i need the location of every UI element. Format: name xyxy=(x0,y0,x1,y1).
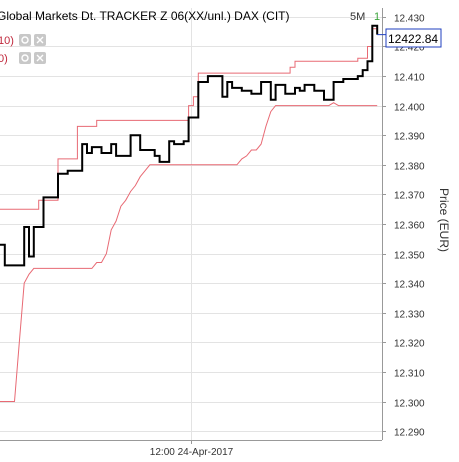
indicator-row-1: 10) xyxy=(0,34,46,47)
y-tick-label: 12.350 xyxy=(394,251,425,262)
y-axis: 12.430 12.420 12.410 12.400 12.390 12.380 12.3… xyxy=(382,8,425,440)
y-tick-label: 12.370 xyxy=(394,191,425,202)
y-tick-label: 12.300 xyxy=(394,399,425,410)
chart-title: Global Markets Dt. TRACKER Z 06(XX/unl.)… xyxy=(0,9,290,23)
y-tick-label: 12.420 xyxy=(394,43,425,54)
timeframe-label[interactable]: 5M xyxy=(350,11,365,23)
settings-icon[interactable] xyxy=(19,34,31,46)
y-tick-label: 12.320 xyxy=(394,339,425,350)
y-tick-label: 12.340 xyxy=(394,280,425,291)
y-tick-label: 12.310 xyxy=(394,369,425,380)
y-tick-label: 12.360 xyxy=(394,221,425,232)
price-series xyxy=(0,24,379,267)
y-tick-label: 12.390 xyxy=(394,132,425,143)
y-tick-label: 12.290 xyxy=(394,428,425,439)
close-icon[interactable] xyxy=(34,34,46,46)
y-tick-label: 12.430 xyxy=(394,14,425,25)
x-axis: 12:00 24-Apr-2017 xyxy=(0,440,382,458)
y-tick-label: 12.330 xyxy=(394,310,425,321)
timeframe-count: 1 xyxy=(374,11,380,23)
last-price-value: 12422.84 xyxy=(388,32,438,46)
last-price-marker: 12422.84 xyxy=(377,28,442,48)
chart-grid xyxy=(0,8,382,440)
indicator-label-1: 10) xyxy=(0,35,14,47)
y-tick-label: 12.400 xyxy=(394,103,425,114)
indicator-row-2: 0) xyxy=(0,52,46,65)
y-axis-label: Price (EUR) xyxy=(437,188,451,252)
close-icon[interactable] xyxy=(34,52,46,64)
indicator-label-2: 0) xyxy=(0,53,8,65)
band-line-lower xyxy=(0,102,378,402)
y-tick-label: 12.410 xyxy=(394,73,425,84)
last-price-box xyxy=(385,28,442,48)
x-tick-label: 12:00 24-Apr-2017 xyxy=(150,447,234,458)
settings-icon[interactable] xyxy=(19,52,31,64)
y-tick-label: 12.380 xyxy=(394,162,425,173)
price-line xyxy=(0,24,379,267)
